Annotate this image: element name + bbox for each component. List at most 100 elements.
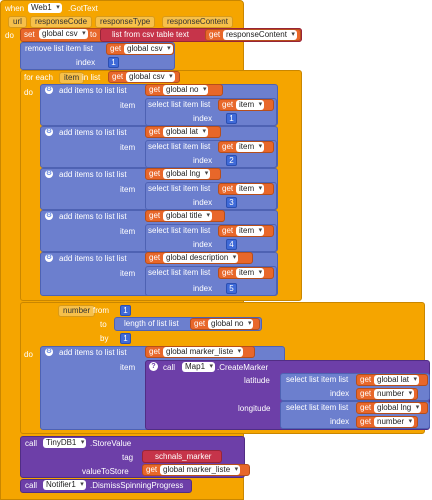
var-dropdown-global-csv[interactable]: global csv (39, 29, 88, 39)
gear-icon[interactable]: ⚙ (45, 86, 53, 94)
select-list-item-label: select list item list (148, 226, 211, 235)
dismiss-label: .DismissSpinningProgress (90, 481, 184, 490)
for-each-keyword: for each (24, 73, 53, 82)
gear-icon[interactable]: ⚙ (45, 254, 53, 262)
get-keyword: get (222, 184, 234, 193)
item-label: item (120, 363, 136, 372)
tag-text-block[interactable] (142, 450, 222, 463)
number-1[interactable]: 1 (120, 305, 131, 316)
index-label: index (193, 240, 213, 249)
get-dropdown-item[interactable]: item (236, 142, 265, 152)
get-dropdown-global-no[interactable]: global no (208, 319, 254, 329)
add-items-label: add items to list list (59, 254, 127, 263)
store-value-label: .StoreValue (90, 439, 132, 448)
get-dropdown-response-content[interactable]: responseContent (223, 30, 297, 40)
gear-icon[interactable]: ⚙ (45, 348, 53, 356)
index-label: index (193, 198, 213, 207)
do-keyword: do (5, 31, 14, 40)
get-dropdown-item[interactable]: item (236, 184, 265, 194)
number-2[interactable]: 2 (226, 155, 237, 166)
get-keyword: get (360, 389, 372, 398)
get-dropdown-global-lng[interactable]: global lng (374, 403, 422, 413)
get-keyword: get (149, 211, 161, 220)
get-keyword: get (222, 268, 234, 277)
in-list-keyword: in list (82, 73, 101, 82)
to-keyword: to (100, 320, 107, 329)
get-dropdown-global-title[interactable]: global title (163, 211, 213, 221)
index-label: index (193, 114, 213, 123)
get-dropdown-global-no[interactable]: global no (163, 85, 209, 95)
param-response-content[interactable]: responseContent (162, 16, 233, 28)
from-keyword: from (93, 306, 109, 315)
get-keyword: get (360, 375, 372, 384)
number-1[interactable]: 1 (120, 333, 131, 344)
number-4[interactable]: 4 (226, 239, 237, 250)
gear-icon[interactable]: ⚙ (45, 212, 53, 220)
get-keyword: get (149, 127, 161, 136)
for-each-item-var[interactable]: item (59, 72, 85, 84)
get-dropdown-number[interactable]: number (374, 389, 415, 399)
by-keyword: by (100, 334, 109, 343)
list-from-csv-label: list from csv table text (112, 30, 189, 39)
add-items-label: add items to list list (59, 348, 127, 357)
tag-text-value[interactable]: schnals_marker (155, 452, 212, 461)
get-dropdown-global-lat[interactable]: global lat (374, 375, 420, 385)
gear-icon[interactable]: ⚙ (45, 170, 53, 178)
get-dropdown-global-csv[interactable]: global csv (126, 72, 175, 82)
number-3[interactable]: 3 (226, 197, 237, 208)
set-keyword: set (24, 30, 35, 39)
get-keyword: get (149, 347, 161, 356)
item-label: item (120, 269, 136, 278)
get-keyword: get (209, 30, 221, 39)
get-dropdown-global-marker-liste[interactable]: global marker_liste (160, 465, 241, 475)
get-keyword: get (360, 417, 372, 426)
select-list-item-label: select list item list (148, 100, 211, 109)
index-label: index (193, 156, 213, 165)
longitude-label: longitude (238, 404, 271, 413)
get-dropdown-item[interactable]: item (236, 226, 265, 236)
get-keyword: get (222, 100, 234, 109)
get-dropdown-global-description[interactable]: global description (163, 253, 239, 263)
get-dropdown-global-lng[interactable]: global lng (163, 169, 211, 179)
create-marker-label: .CreateMarker (217, 363, 269, 372)
remove-list-item-label: remove list item list (25, 44, 94, 53)
help-icon[interactable]: ? (149, 362, 158, 371)
get-dropdown-global-csv[interactable]: global csv (124, 44, 173, 54)
component-dropdown-map1[interactable]: Map1 (182, 362, 216, 372)
get-keyword: get (149, 169, 161, 178)
param-response-code[interactable]: responseCode (30, 16, 93, 28)
get-dropdown-global-marker-liste[interactable]: global marker_liste (163, 347, 244, 357)
do-keyword: do (24, 88, 33, 97)
number-1[interactable]: 1 (108, 57, 119, 68)
index-label: index (330, 417, 350, 426)
for-each-number-var[interactable]: number (58, 305, 96, 317)
index-label: index (76, 58, 96, 67)
item-label: item (120, 143, 136, 152)
when-keyword: when (5, 4, 25, 13)
get-dropdown-global-lat[interactable]: global lat (163, 127, 209, 137)
get-dropdown-item[interactable]: item (236, 100, 265, 110)
component-dropdown-web1[interactable]: Web1 (28, 3, 62, 13)
call-keyword: call (25, 481, 38, 490)
get-keyword: get (222, 142, 234, 151)
get-keyword: get (194, 319, 206, 328)
param-response-type[interactable]: responseType (95, 16, 156, 28)
get-keyword: get (149, 253, 161, 262)
item-label: item (120, 185, 136, 194)
do-keyword: do (24, 350, 33, 359)
param-url[interactable]: url (8, 16, 27, 28)
length-of-list-label: length of list list (124, 319, 179, 328)
get-dropdown-number[interactable]: number (374, 417, 415, 427)
number-5[interactable]: 5 (226, 283, 237, 294)
get-keyword: get (146, 465, 158, 474)
get-dropdown-item[interactable]: item (236, 268, 265, 278)
add-items-label: add items to list list (59, 212, 127, 221)
tag-label: tag (122, 453, 134, 462)
component-dropdown-tinydb1[interactable]: TinyDB1 (43, 438, 87, 448)
component-dropdown-notifier1[interactable]: Notifier1 (43, 480, 86, 490)
number-1[interactable]: 1 (226, 113, 237, 124)
get-keyword: get (149, 85, 161, 94)
call-keyword: call (25, 439, 38, 448)
get-keyword: get (112, 72, 124, 81)
gear-icon[interactable]: ⚙ (45, 128, 53, 136)
